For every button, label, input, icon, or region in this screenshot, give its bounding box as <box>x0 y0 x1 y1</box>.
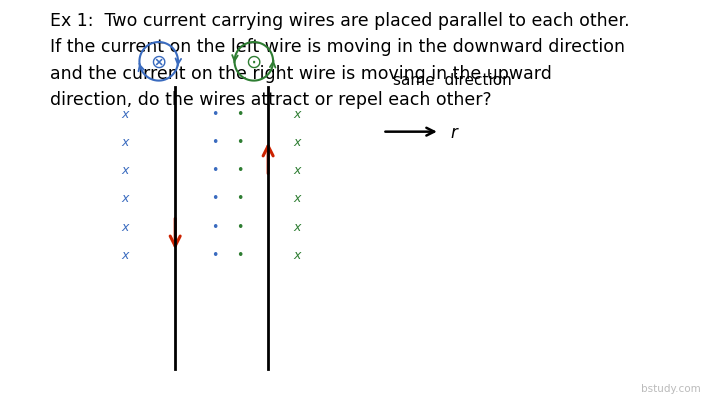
Text: x: x <box>293 108 300 121</box>
Text: bstudy.com: bstudy.com <box>641 383 701 393</box>
Text: •: • <box>236 136 243 149</box>
Text: x: x <box>293 248 300 261</box>
Text: •: • <box>211 164 218 177</box>
Text: •: • <box>236 108 243 121</box>
Text: x: x <box>293 220 300 233</box>
Text: •: • <box>211 248 218 261</box>
Text: x: x <box>293 164 300 177</box>
Text: •: • <box>236 220 243 233</box>
Text: x: x <box>122 164 129 177</box>
Text: x: x <box>293 192 300 205</box>
Text: •: • <box>211 108 218 121</box>
Text: r: r <box>450 124 458 141</box>
Text: x: x <box>293 136 300 149</box>
Text: ⊙: ⊙ <box>246 53 262 72</box>
Text: x: x <box>122 108 129 121</box>
Text: •: • <box>236 164 243 177</box>
Text: •: • <box>236 192 243 205</box>
Text: •: • <box>236 248 243 261</box>
Text: x: x <box>122 192 129 205</box>
Text: Ex 1:  Two current carrying wires are placed parallel to each other.
If the curr: Ex 1: Two current carrying wires are pla… <box>50 12 630 109</box>
Text: x: x <box>122 248 129 261</box>
Text: •: • <box>211 220 218 233</box>
Text: ⊗: ⊗ <box>151 53 167 72</box>
Text: x: x <box>122 220 129 233</box>
Text: •: • <box>211 192 218 205</box>
Text: same  direction: same direction <box>393 73 512 88</box>
Text: x: x <box>122 136 129 149</box>
Text: •: • <box>211 136 218 149</box>
